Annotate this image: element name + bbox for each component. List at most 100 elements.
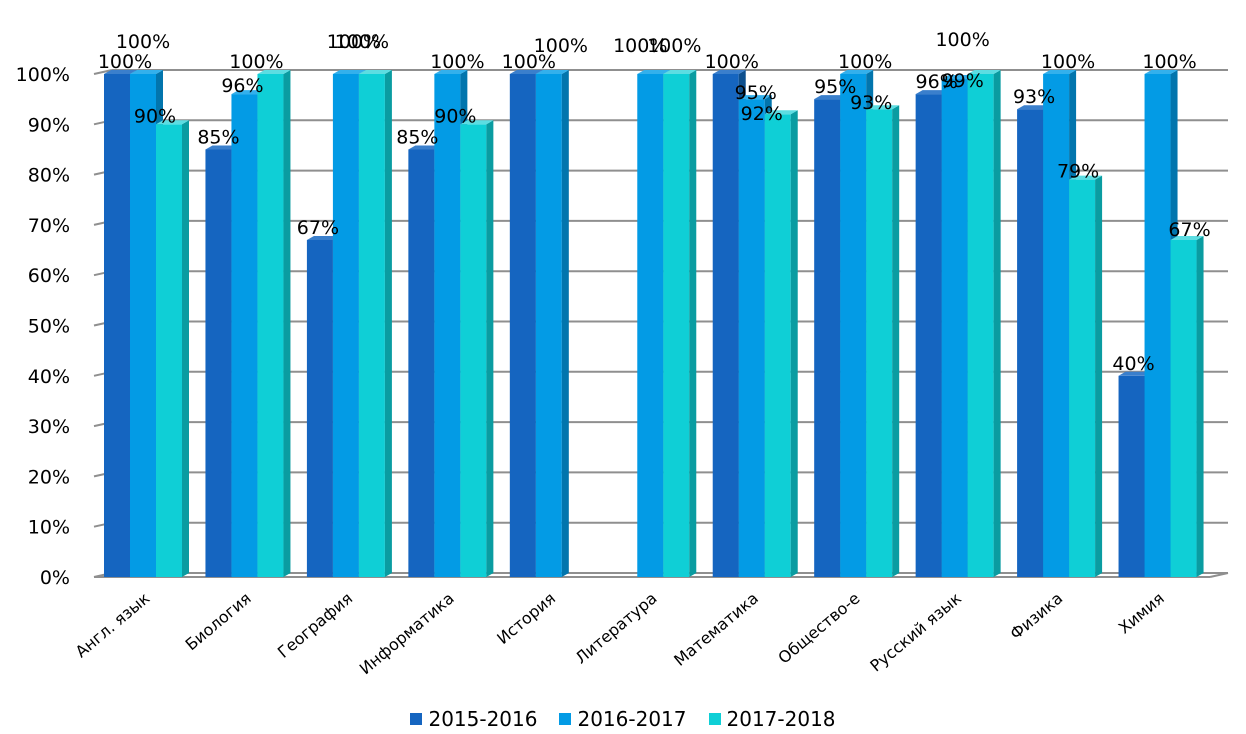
floor-edge — [1209, 572, 1229, 578]
x-tick-label: Общество-е — [774, 589, 863, 668]
bar — [764, 110, 798, 578]
data-label: 79% — [1057, 161, 1099, 183]
bar-front — [205, 149, 232, 577]
legend-swatch — [708, 713, 721, 725]
data-label: 96% — [221, 75, 263, 97]
bar-front — [130, 74, 156, 577]
data-label: 100% — [335, 31, 389, 53]
bar-side — [384, 70, 392, 577]
data-label: 100% — [1142, 51, 1196, 73]
y-tick-label: 30% — [28, 416, 70, 438]
x-tick-label: Информатика — [356, 589, 458, 679]
data-label: 100% — [534, 35, 588, 57]
x-tick-labels: Англ. язык Биология География Информатика Ис… — [72, 588, 1168, 678]
bar-side — [1196, 235, 1204, 578]
bar-top — [332, 70, 366, 74]
legend: 2015-2016 2016-2017 2017-2018 — [0, 706, 1246, 732]
bar-front — [1144, 74, 1171, 577]
legend-swatch — [559, 713, 572, 725]
bar-top — [1170, 235, 1204, 240]
bar-side — [689, 70, 697, 577]
data-label: 100% — [327, 31, 381, 53]
bar-top — [460, 120, 494, 125]
bar-side — [993, 70, 1001, 577]
bar-front — [535, 74, 562, 577]
bar-front — [408, 149, 435, 577]
y-tick-label: 90% — [28, 114, 70, 136]
bar-top — [712, 70, 746, 74]
bar-top — [1069, 175, 1103, 180]
bar — [257, 70, 291, 577]
data-label: 95% — [814, 76, 856, 98]
bar-top — [866, 105, 900, 110]
x-tick-label: Математика — [670, 589, 762, 670]
y-tick-label: 50% — [28, 316, 70, 338]
data-label: 90% — [434, 105, 476, 127]
y-tick-label: 20% — [28, 466, 70, 488]
bar-top — [231, 90, 265, 95]
data-label: 100% — [613, 35, 667, 57]
bar-front — [1118, 375, 1145, 577]
bar-front — [941, 79, 968, 577]
bar-front — [358, 74, 385, 577]
bar-top — [1118, 371, 1152, 376]
legend-item-2015-2016: 2015-2016 — [410, 707, 537, 731]
bar-front — [1170, 239, 1197, 578]
y-tick-label: 10% — [28, 517, 70, 539]
bar-top — [967, 70, 1001, 74]
y-tick-label: 60% — [28, 265, 70, 287]
bar — [535, 70, 569, 577]
bar-top — [1017, 105, 1051, 110]
data-label: 85% — [396, 126, 438, 148]
legend-label: 2017-2018 — [726, 707, 836, 731]
bar-top — [358, 70, 392, 74]
bar-top — [408, 145, 442, 150]
bar-top — [535, 70, 569, 74]
legend-item-2017-2018: 2017-2018 — [708, 707, 836, 731]
bar — [358, 70, 392, 577]
data-label: 100% — [229, 51, 283, 73]
bar — [866, 105, 900, 578]
y-tick-labels: 0% 10% 20% 30% 40% 50% 60% 70% 80% 90% 100% — [16, 64, 70, 589]
data-label: 100% — [116, 31, 170, 53]
data-label: 90% — [134, 105, 176, 127]
bar-front — [866, 109, 893, 578]
bar-front — [306, 239, 333, 578]
bar-front — [1043, 74, 1070, 577]
bar-front — [663, 74, 690, 577]
bar-top — [941, 75, 975, 80]
bar-top — [257, 70, 291, 74]
bar-front — [104, 74, 130, 577]
bar-side — [561, 70, 569, 577]
bar — [663, 70, 697, 577]
bar-side — [486, 120, 494, 578]
bars — [104, 70, 1204, 578]
x-tick-label: Биология — [182, 589, 255, 655]
bar — [156, 120, 189, 578]
legend-label: 2016-2017 — [577, 707, 687, 731]
x-tick-label: География — [274, 589, 356, 662]
data-label: 100% — [935, 29, 989, 51]
y-tick-label: 40% — [28, 366, 70, 388]
gridline-side — [93, 69, 113, 75]
x-tick-label: Литература — [572, 589, 661, 668]
y-tick-label: 70% — [28, 215, 70, 237]
bar-front — [814, 99, 841, 578]
bar-top — [663, 70, 697, 74]
bar-top — [130, 70, 163, 74]
bar-top — [104, 70, 137, 74]
bar-front — [840, 74, 867, 577]
data-label: 93% — [850, 92, 892, 114]
bar-front — [738, 99, 765, 578]
bar-top — [1144, 70, 1178, 74]
data-label: 100% — [838, 51, 892, 73]
data-label: 100% — [705, 51, 759, 73]
bar-top — [840, 70, 874, 74]
bar-top — [814, 95, 848, 100]
data-label: 95% — [735, 82, 777, 104]
y-tick-label: 80% — [28, 165, 70, 187]
legend-swatch — [410, 713, 423, 725]
bar — [460, 120, 494, 578]
legend-item-2016-2017: 2016-2017 — [559, 707, 687, 731]
